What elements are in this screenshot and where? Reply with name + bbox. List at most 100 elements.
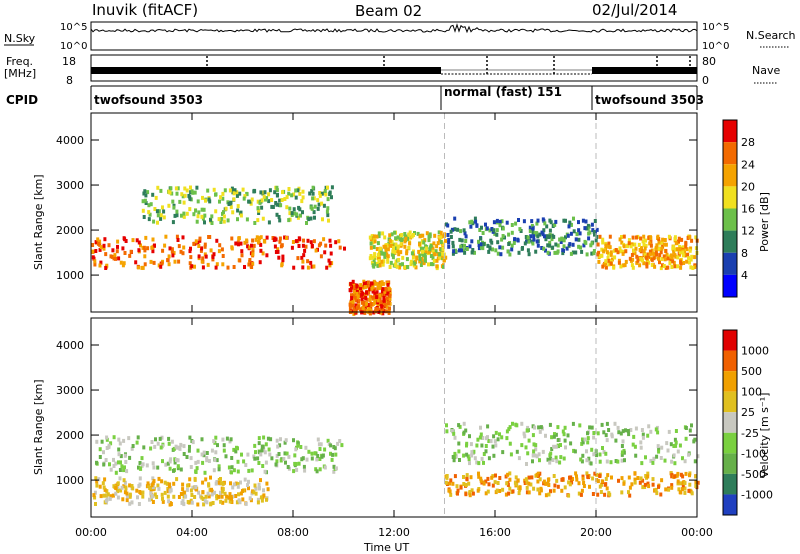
power-cell [595,235,599,239]
velocity-cell [590,447,594,452]
velocity-cell [526,451,530,456]
power-cell [415,256,419,261]
power-cell [664,249,668,253]
velocity-cell [256,500,260,505]
velocity-cell [600,482,603,487]
power-cell [674,241,678,246]
nsky-tick-low: 10^0 [60,41,87,52]
power-cell [313,204,317,209]
velocity-ytick-label: 1000 [56,474,84,487]
velocity-cell [462,421,466,426]
power-cell [642,242,646,247]
power-cell [613,255,617,260]
velocity-cell [496,481,500,485]
velocity-cell [116,481,120,486]
velocity-cell [688,473,691,478]
power-cell [689,257,693,262]
power-cell [641,239,645,244]
velocity-cell [647,484,651,489]
power-cell [310,244,314,248]
power-cell [590,251,594,256]
velocity-cell [224,454,228,459]
velocity-cell [665,441,669,446]
power-cell [245,238,249,243]
velocity-cell [548,460,552,465]
velocity-ytick-label: 4000 [56,339,84,352]
power-cell [151,192,155,197]
velocity-cell [628,493,632,498]
velocity-cell [580,488,584,493]
velocity-cell [297,461,301,466]
power-cell [93,262,97,267]
power-cell [280,263,284,268]
power-cell [496,240,500,245]
velocity-cell [520,421,524,426]
power-cell [356,304,360,309]
power-cell [544,237,548,242]
power-cell [644,238,647,243]
power-cell [237,236,241,241]
power-cell [686,252,690,257]
power-cell [470,250,474,255]
velocity-cell [598,452,602,457]
velocity-cell [262,493,266,498]
velocity-cell [230,470,233,475]
power-cell [490,240,494,245]
velocity-cell [445,423,448,428]
velocity-cell [141,490,145,495]
power-cell [425,231,429,236]
power-cell [203,213,207,218]
power-cell [161,205,164,210]
velocity-cell [305,457,309,462]
power-cell [416,231,420,236]
power-cell [659,266,663,271]
velocity-cell [213,490,217,495]
power-cell [330,185,334,190]
power-cell [359,286,362,290]
power-cell [546,243,550,248]
velocity-cell [105,489,109,494]
velocity-cell [581,440,585,445]
power-cell [683,247,687,252]
power-cell [175,213,179,218]
velocity-cell [167,441,171,446]
velocity-cell [605,421,609,426]
velocity-cell [205,451,209,455]
velocity-cell [603,482,607,487]
velocity-cell [524,477,528,482]
velocity-cell [604,451,608,456]
velocity-cell [135,440,139,445]
velocity-cell [531,459,534,464]
power-cell [662,264,666,268]
power-cell [195,219,199,224]
velocity-cell [537,425,541,430]
velocity-cell [187,448,191,453]
power-cell [624,249,628,254]
power-cell [201,265,205,270]
power-cell [600,253,604,258]
power-cbar-tick: 8 [741,247,748,260]
velocity-cell [221,487,225,492]
velocity-cell [123,480,127,485]
power-cell [663,257,667,262]
velocity-cell [98,455,102,459]
power-cell [327,218,330,223]
velocity-cell [554,432,558,437]
velocity-cell [484,436,488,441]
velocity-cell [564,445,567,450]
velocity-cell [593,471,597,476]
power-cell [397,257,401,262]
power-cell [600,247,604,252]
velocity-cell [326,438,330,443]
power-cell [196,240,200,245]
time-tick-label: 00:00 [75,526,107,539]
power-cell [660,257,664,261]
power-cell [421,249,424,254]
velocity-swatch [723,371,737,392]
power-cell [164,234,168,239]
power-cell [572,216,575,221]
velocity-cell [568,482,572,487]
power-cell [94,249,98,253]
velocity-cell [694,484,698,488]
power-cell [536,243,540,248]
